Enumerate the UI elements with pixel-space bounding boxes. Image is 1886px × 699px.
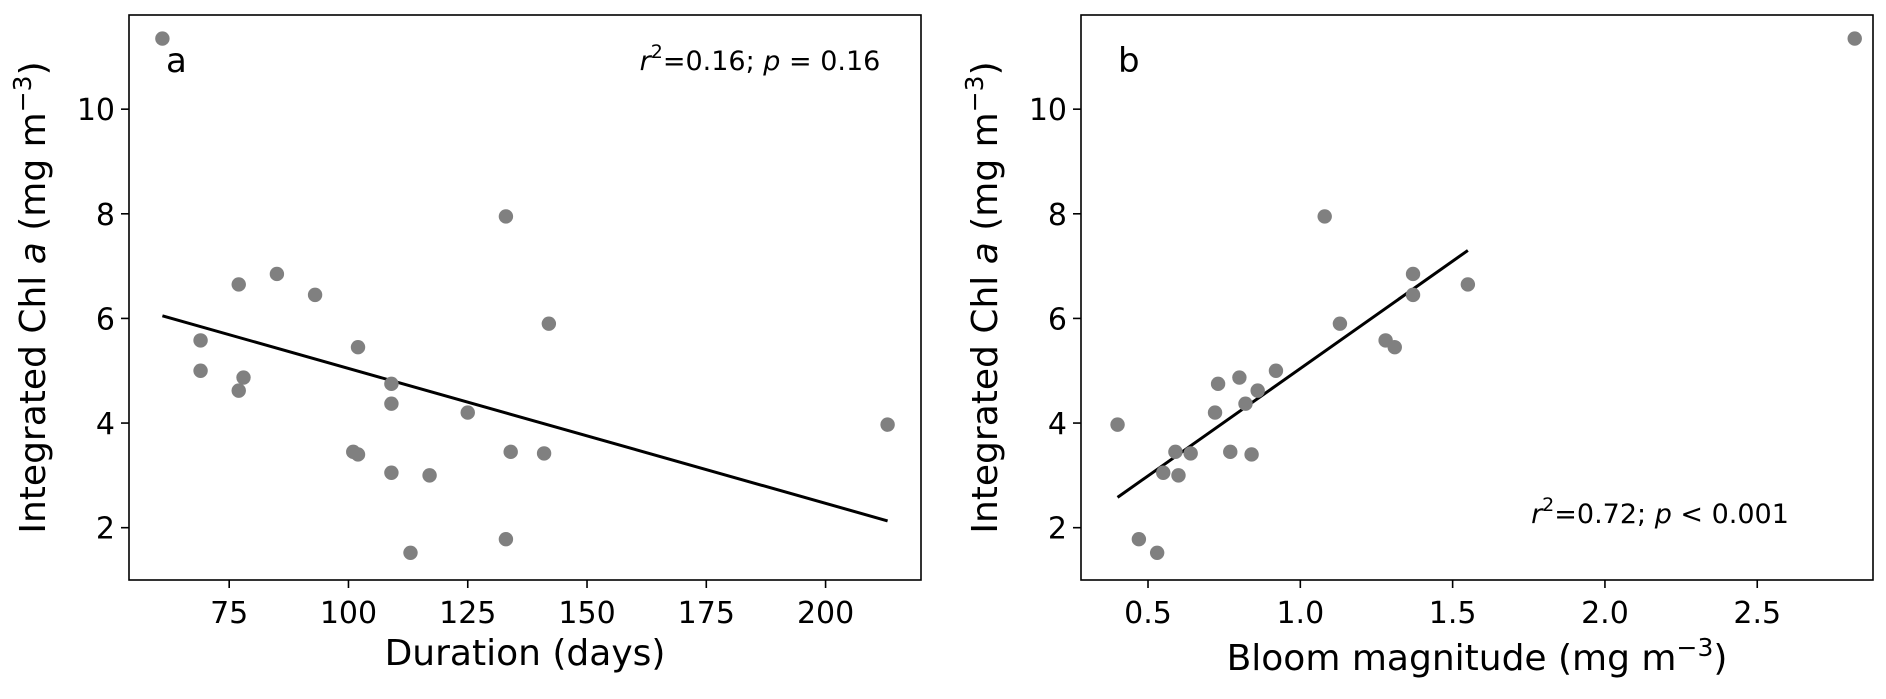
data-point	[236, 370, 251, 385]
data-point	[1250, 383, 1265, 398]
data-point	[1405, 266, 1421, 282]
data-point	[193, 363, 208, 378]
regression-line	[1116, 249, 1469, 499]
x-tick-label: 150	[558, 596, 615, 631]
data-point	[269, 266, 285, 282]
y-tick-label: 8	[96, 198, 115, 233]
x-tick-label: 200	[797, 596, 854, 631]
data-point	[1244, 447, 1259, 462]
data-point	[536, 446, 552, 461]
x-axis-label: Duration (days)	[385, 633, 666, 674]
x-tick-label: 125	[439, 596, 496, 631]
data-point	[880, 417, 895, 432]
y-tick-label: 4	[96, 407, 115, 442]
data-point	[307, 287, 323, 303]
stat-annotation: r2=0.16; p = 0.16	[640, 41, 881, 77]
panel-label: a	[166, 41, 187, 81]
stat-annotation: r2=0.72; p < 0.001	[1531, 494, 1789, 530]
y-tick-label: 10	[1029, 93, 1067, 128]
data-point	[1207, 405, 1223, 420]
data-point	[1387, 339, 1402, 355]
data-point	[403, 545, 418, 560]
data-point	[350, 447, 366, 462]
x-tick-label: 1.5	[1429, 596, 1477, 631]
data-point	[498, 209, 514, 224]
x-tick-label: 2.5	[1733, 596, 1781, 631]
data-point	[1210, 376, 1226, 392]
data-point	[541, 316, 557, 331]
data-point	[460, 405, 475, 420]
y-axis-label: Integrated Chl a (mg m−3)	[960, 61, 1006, 533]
x-tick-label: 100	[320, 596, 377, 631]
x-tick-label: 2.0	[1581, 596, 1629, 631]
data-point	[1460, 277, 1476, 292]
y-tick-label: 8	[1048, 198, 1067, 233]
data-point	[1131, 531, 1147, 547]
data-point	[1183, 446, 1198, 461]
panel-label: b	[1118, 41, 1140, 81]
data-point	[1238, 396, 1253, 411]
y-axis-label: Integrated Chl a (mg m−3)	[8, 61, 54, 533]
data-point	[1171, 468, 1186, 483]
data-point	[1268, 363, 1284, 378]
data-point	[231, 383, 246, 398]
data-point	[1232, 370, 1247, 385]
regression-line	[161, 314, 889, 523]
panel-a: 75 100 125 150 175 200 2 4 6 8 10 Duration (days) In…	[8, 14, 922, 674]
data-point	[1847, 31, 1862, 46]
x-axis-label: Bloom magnitude (mg m−3)	[1227, 633, 1728, 679]
data-point	[1405, 287, 1421, 303]
y-tick-label: 10	[77, 93, 115, 128]
plot-frame	[128, 14, 922, 581]
data-point	[1332, 316, 1348, 331]
y-tick-label: 6	[96, 302, 115, 337]
data-point	[1168, 444, 1183, 460]
data-point	[384, 465, 399, 480]
data-point	[1223, 444, 1238, 460]
x-tick-label: 175	[678, 596, 735, 631]
y-tick-label: 2	[1048, 512, 1067, 547]
x-tick-label: 1.0	[1276, 596, 1324, 631]
data-point	[498, 531, 514, 547]
plot-frame	[1080, 14, 1874, 581]
data-point	[503, 444, 518, 460]
x-tick-label: 0.5	[1124, 596, 1172, 631]
y-tick-label: 6	[1048, 302, 1067, 337]
data-point	[350, 339, 366, 355]
data-point	[193, 333, 208, 348]
data-point	[1317, 209, 1332, 224]
data-point	[1156, 465, 1171, 480]
data-point	[155, 31, 170, 46]
data-point	[1149, 545, 1165, 560]
data-point	[422, 468, 437, 483]
data-point	[231, 277, 246, 292]
data-point	[384, 376, 399, 392]
panel-b: 0.5 1.0 1.5 2.0 2.5 2 4 6 8 10 Bloom magnitude (mg…	[960, 14, 1874, 679]
data-point	[384, 396, 399, 411]
x-tick-label: 75	[210, 596, 248, 631]
data-point	[1110, 417, 1125, 432]
y-tick-label: 4	[1048, 407, 1067, 442]
y-tick-label: 2	[96, 512, 115, 547]
